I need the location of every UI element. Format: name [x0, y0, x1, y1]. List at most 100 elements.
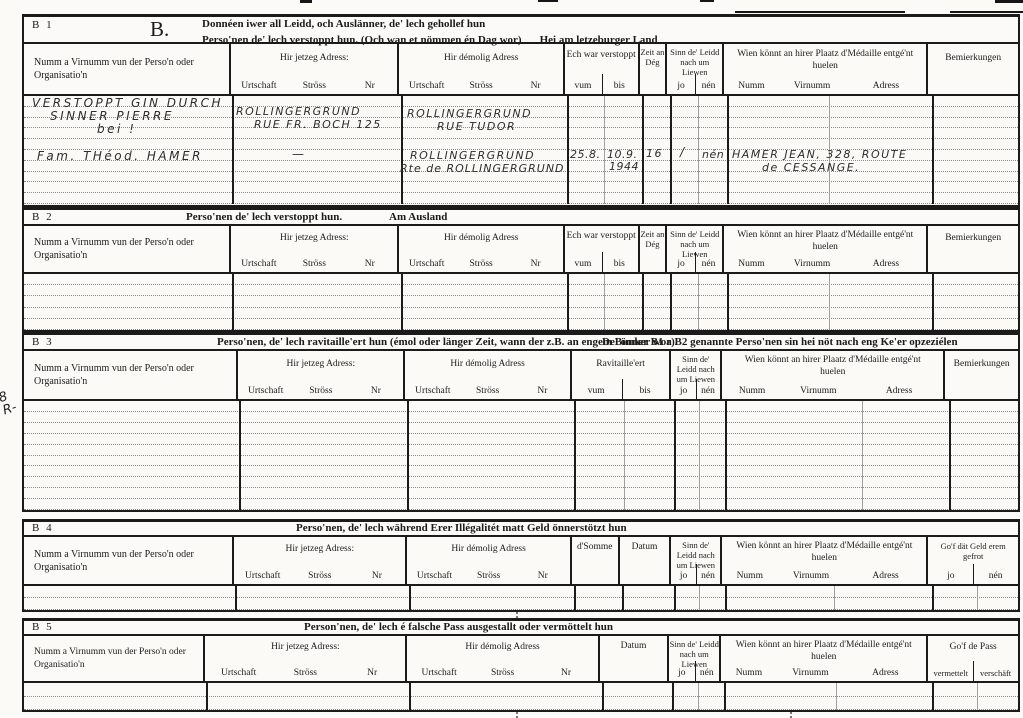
- section-b4-header: Numm a Virnumm vun der Perso'n oder Orga…: [24, 537, 1018, 586]
- col-days: Zeit an Dég: [640, 226, 668, 272]
- hw-entry: 1944: [609, 160, 639, 173]
- hw-entry: 16: [646, 147, 663, 160]
- section-location: Hei am letzeburger Land: [539, 34, 658, 46]
- col-datum: Datum: [620, 537, 672, 584]
- col-name: Numm a Virnumm vun der Perso'n oder Orga…: [24, 636, 206, 681]
- section-code: B 3: [32, 336, 54, 348]
- col-former-address: Hir démolig Adress Urtschaft Ströss Nr: [407, 636, 600, 681]
- hw-entry: nén: [702, 148, 725, 161]
- scan-mark: [995, 0, 1023, 3]
- section-b2-titlebar: B 2 Perso'nen de' lech verstoppt hun. Am…: [24, 210, 1018, 226]
- section-b4-titlebar: B 4 Perso'nen, de' lech während Erer Ill…: [24, 522, 1018, 537]
- fold-line: [516, 712, 518, 718]
- col-current-address: Hir jetzeg Adress: Urtschaft Ströss Nr: [231, 226, 400, 272]
- form-row: [24, 296, 1018, 308]
- section-b3-body: [24, 401, 1018, 511]
- section-title: Perso'nen de' lech verstoppt hun.: [186, 211, 343, 223]
- col-pass: Go'f de Pass vermettelt verschäft: [928, 636, 1018, 681]
- hw-entry: RUE FR. BOCH 125: [254, 118, 382, 131]
- form-row: [24, 128, 1018, 140]
- col-medal: Wien könnt an hirer Plaatz d'Médaille en…: [722, 351, 946, 399]
- col-former-address: Hir démolig Adress Urtschaft Ströss Nr: [407, 537, 572, 584]
- form-row: [24, 466, 1018, 478]
- hw-entry: Fam. THéod. HAMER: [37, 149, 203, 163]
- section-b3-titlebar: B 3 Perso'nen, de' lech ravitaille'ert h…: [24, 335, 1018, 351]
- section-b1-body: VERSTOPPT GIN DURCH SINNER PIERRE bei ! …: [24, 96, 1018, 204]
- section-b2-header: Numm a Virnumm vun der Perso'n oder Orga…: [24, 226, 1018, 274]
- form-row: [24, 182, 1018, 194]
- col-current-address: Hir jetzeg Adress: Urtschaft Ströss Nr: [234, 537, 408, 584]
- col-remarks: Bemierkungen: [945, 53, 1002, 63]
- col-hidden-period: Ech war verstoppt vum bis: [565, 226, 640, 272]
- col-somme: d'Somme: [572, 537, 620, 584]
- col-hidden-period: Ech war verstoppt vum bis: [565, 44, 640, 94]
- form-row: [24, 434, 1018, 445]
- col-remarks: Bemierkungen: [945, 233, 1002, 243]
- form-row: [24, 172, 1018, 183]
- hw-entry: de CESSANGE.: [762, 161, 861, 174]
- form-row: [24, 96, 1018, 107]
- fold-line: [516, 612, 518, 618]
- section-title: Person'nen, de' lech é falsche Pass ausg…: [304, 621, 613, 633]
- hw-entry: RUE TUDOR: [437, 120, 517, 133]
- form-row: [24, 150, 1018, 161]
- form-row: [24, 477, 1018, 489]
- section-code: B 4: [32, 522, 54, 534]
- section-b3-header: Numm a Virnumm vun der Perso'n oder Orga…: [24, 351, 1018, 401]
- section-b1-header: Numm a Virnumm vun der Perso'n oder Orga…: [24, 44, 1018, 96]
- section-b4-body: [24, 586, 1018, 610]
- form-row: [24, 683, 1018, 697]
- section-code: B 5: [32, 621, 54, 633]
- hw-entry: VERSTOPPT GIN DURCH: [32, 96, 224, 110]
- form-row: [24, 161, 1018, 172]
- section-b4: B 4 Perso'nen, de' lech während Erer Ill…: [22, 519, 1020, 612]
- section-title: Perso'nen, de' lech während Erer Illégal…: [296, 522, 627, 534]
- col-ravitaille: Ravitaille'ert vum bis: [572, 351, 672, 399]
- section-code: B 1: [32, 19, 54, 31]
- scan-mark: [538, 0, 558, 2]
- form-row: [24, 319, 1018, 331]
- col-former-address: Hir démolig Adress Urtschaft Ströss Nr: [399, 44, 565, 94]
- col-medal: Wien könnt an hirer Plaatz d'Médaille en…: [721, 636, 929, 681]
- section-b1: B 1 B. Donnéen iwer all Leidd, och Auslä…: [22, 14, 1020, 207]
- section-location: Am Ausland: [389, 211, 448, 223]
- form-row: [24, 308, 1018, 319]
- section-title: Perso'nen, de' lech ravitaille'ert hun (…: [217, 336, 678, 348]
- col-name: Numm a Virnumm vun der Perso'n oder Orga…: [24, 44, 232, 94]
- form-row: [24, 445, 1018, 456]
- hw-entry: Rte de ROLLINGERGRUND: [400, 162, 565, 175]
- section-b5-header: Numm a Virnumm vun der Perso'n oder Orga…: [24, 636, 1018, 683]
- section-title-note: De' önner B1 a B2 genannte Perso'nen sin…: [602, 336, 958, 348]
- form-row: [24, 499, 1018, 511]
- col-medal: Wien könnt an hirer Plaatz d'Médaille en…: [724, 44, 929, 94]
- form-row: [24, 107, 1018, 118]
- section-b5: B 5 Person'nen, de' lech é falsche Pass …: [22, 618, 1020, 712]
- hw-entry: SINNER PIERRE: [50, 109, 174, 123]
- col-medal: Wien könnt an hirer Plaatz d'Médaille en…: [724, 226, 929, 272]
- hw-entry: 25.8.: [570, 148, 601, 161]
- col-money-returned: Go'f dät Geld erem gefrot jo nén: [928, 537, 1018, 584]
- section-b3: B 3 Perso'nen, de' lech ravitaille'ert h…: [22, 332, 1020, 512]
- form-row: [24, 423, 1018, 434]
- hw-entry: HAMER JEAN, 328, ROUTE: [732, 148, 908, 161]
- section-b1-titlebar: B 1 B. Donnéen iwer all Leidd, och Auslä…: [24, 17, 1018, 46]
- col-current-address: Hir jetzeg Adress: Urtschaft Ströss Nr: [231, 44, 400, 94]
- form-row: [24, 193, 1018, 204]
- margin-note: 8 R-: [0, 389, 19, 419]
- form-row: [24, 598, 1018, 610]
- form-row: [24, 697, 1018, 710]
- form-row: [24, 285, 1018, 297]
- form-row: [24, 139, 1018, 150]
- hw-entry: /: [680, 145, 687, 159]
- hw-entry: ROLLINGERGRUND: [236, 105, 362, 118]
- form-row: [24, 412, 1018, 423]
- col-medal: Wien könnt an hirer Plaatz d'Médaille en…: [722, 537, 929, 584]
- form-row: [24, 586, 1018, 598]
- hw-entry: 10.9.: [607, 148, 638, 161]
- scan-mark: [735, 11, 905, 13]
- section-title-line1: Donnéen iwer all Leidd, och Auslänner, d…: [202, 18, 486, 30]
- col-current-address: Hir jetzeg Adress: Urtschaft Ströss Nr: [205, 636, 408, 681]
